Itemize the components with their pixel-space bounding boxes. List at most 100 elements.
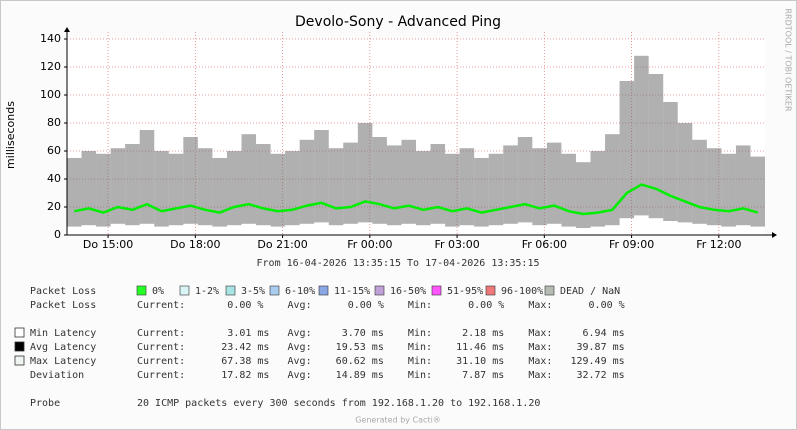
stat-values: Current: 67.38 ms Avg: 60.62 ms Min: 31.… [137,356,625,367]
legend-entry: 96-100% [501,286,543,297]
legend-entry: 0% [152,286,164,297]
x-tick-label: Fr 00:00 [347,238,392,251]
smoke-band [634,55,649,216]
legend-swatch [544,285,555,296]
smoke-band [270,153,286,227]
smoke-band [590,151,606,227]
x-tick-label: Fr 06:00 [522,238,567,251]
smoke-band [226,151,242,226]
smoke-band [546,142,562,224]
smoke-band [401,139,416,224]
legend-swatch [318,285,329,296]
x-tick-label: Do 18:00 [170,238,220,251]
stat-values: Current: 0.00 % Avg: 0.00 % Min: 0.00 % … [137,300,625,311]
smoke-band [750,156,765,227]
smoke-band [575,162,591,228]
legend-swatch [136,285,147,296]
side-text: RRDTOOL / TOBI OETIKER [784,8,793,111]
x-tick-label: Do 15:00 [83,238,133,251]
legend-swatch [431,285,442,296]
legend-swatch [179,285,190,296]
stat-marker [14,341,25,352]
smoke-band [168,153,184,226]
stat-label: Max Latency [30,356,96,367]
smoke-band [139,130,155,224]
loss-legend-label: Packet Loss [30,286,96,297]
smoke-band [212,158,227,227]
y-tick-label: 0 [54,228,61,241]
smoke-band [285,151,300,226]
smoke-band [372,137,387,224]
legend-swatch [269,285,280,296]
y-tick-label: 20 [47,200,61,213]
smoke-band [416,151,431,226]
stat-values: Current: 17.82 ms Avg: 14.89 ms Min: 7.8… [137,370,625,381]
smoke-band [314,130,329,223]
legend-entry: 3-5% [241,286,265,297]
y-tick-label: 60 [47,144,61,157]
smoke-band [67,158,82,227]
smoke-band [256,144,271,226]
smoke-band [81,151,97,226]
smoke-band [663,102,678,221]
stat-label: Deviation [30,370,84,381]
smoke-band [299,139,315,224]
smoke-band [328,148,344,226]
smoke-band [183,137,198,224]
smoke-band [532,148,547,226]
legend-entry: 51-95% [447,286,483,297]
x-tick-label: Fr 09:00 [609,238,654,251]
stat-values: Current: 3.01 ms Avg: 3.70 ms Min: 2.18 … [137,328,625,339]
smoke-band [154,151,169,227]
smoke-band [619,81,635,219]
x-tick-label: Do 21:00 [257,238,307,251]
smoke-band [677,123,693,223]
smoke-band [561,153,576,227]
smoke-band [197,148,213,226]
x-arrow [772,232,777,238]
subtitle: From 16-04-2026 13:35:15 To 17-04-2026 1… [257,258,540,269]
legend-entry: 1-2% [195,286,219,297]
smoke-band [474,158,489,227]
legend-entry: DEAD / NaN [560,286,620,297]
y-tick-label: 40 [47,172,61,185]
smoke-band [386,145,402,226]
stat-marker [14,355,25,366]
smoke-band [735,145,751,226]
smoke-band [96,153,111,227]
smoke-band [430,144,446,224]
y-tick-label: 120 [40,60,61,73]
stat-values: Current: 23.42 ms Avg: 19.53 ms Min: 11.… [137,342,625,353]
smoke-band [488,153,504,226]
probe-label: Probe [30,398,60,409]
smoke-band [241,134,257,224]
smoke-band [459,148,475,226]
legend-entry: 16-50% [390,286,426,297]
smoke-band [706,148,722,226]
median-line [74,183,759,216]
stat-label: Avg Latency [30,342,96,353]
y-tick-label: 80 [47,116,61,129]
smoke-band [721,153,736,227]
chart-title: Devolo-Sony - Advanced Ping [295,14,501,30]
smoke-band [648,74,664,219]
legend-swatch [485,285,496,296]
y-axis-label: milliseconds [4,101,17,169]
smoke-band [517,137,533,223]
footer: Generated by Cacti® [355,416,441,425]
legend-swatch [225,285,236,296]
legend-entry: 6-10% [285,286,315,297]
smoke-band [343,142,358,224]
stat-label: Min Latency [30,328,96,339]
smoke-band [445,153,460,227]
smoke-band [110,148,126,224]
smoke-band [125,144,140,226]
probe-text: 20 ICMP packets every 300 seconds from 1… [137,398,540,409]
legend-entry: 11-15% [334,286,370,297]
x-tick-label: Fr 12:00 [696,238,741,251]
smoke-band [605,134,620,226]
y-tick-label: 140 [40,32,61,45]
y-tick-label: 100 [40,88,61,101]
smoke-band [503,145,518,224]
